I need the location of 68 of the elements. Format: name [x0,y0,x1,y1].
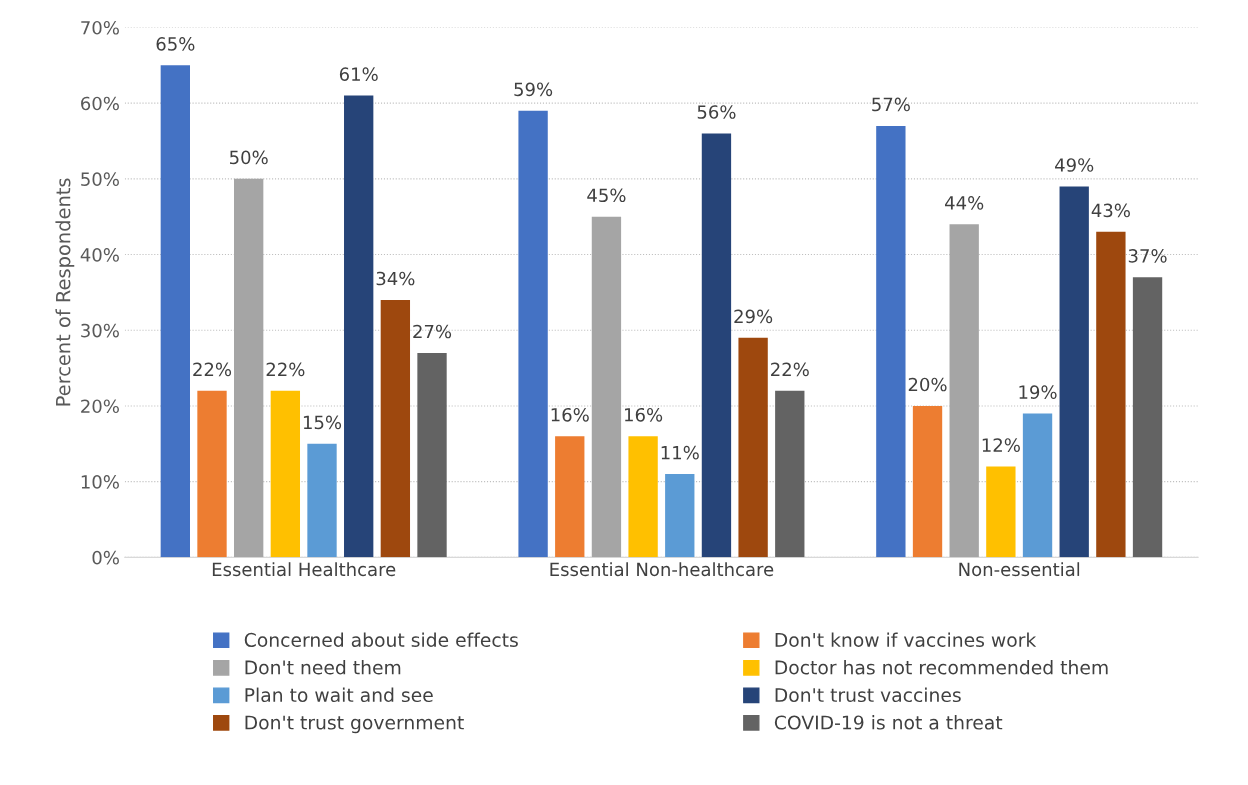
data-label: 15% [303,415,342,430]
data-label: 22% [193,362,232,377]
bar [949,224,979,558]
data-label: 43% [1091,203,1130,218]
data-label: 16% [625,407,663,422]
bar [701,133,732,558]
legend-label: Concerned about side effects [244,632,518,648]
bar [1096,231,1126,558]
data-label: 37% [1128,249,1167,263]
legend-label: Doctor has not recommended them [775,660,1108,675]
bar [307,443,337,558]
bar [380,299,411,558]
y-tick-label: 30% [81,323,119,338]
data-label: 22% [771,362,809,377]
data-label: 49% [1055,158,1094,172]
bar [628,436,658,558]
bar [270,390,301,558]
bar [197,390,227,558]
legend-label: Don't need them [245,660,401,675]
data-label: 45% [587,188,626,203]
bar [344,95,374,558]
data-label: 20% [908,377,947,392]
data-label: 59% [514,82,553,97]
data-label: 22% [266,362,305,377]
data-label: 56% [697,105,736,119]
data-label: 16% [551,407,589,422]
bar [1059,186,1089,558]
bar [1132,277,1163,558]
y-tick-label: 20% [81,399,119,414]
data-label: 50% [230,150,268,165]
legend-label: Don't know if vaccines work [775,632,1037,648]
x-tick-label: Essential Healthcare [212,562,396,577]
y-tick-label: 70% [81,20,119,35]
data-label: 34% [376,271,415,286]
bar [738,337,768,558]
data-label: 65% [156,37,195,51]
bar [234,178,264,558]
bar [160,65,190,558]
bar [912,405,943,558]
bar [986,466,1016,558]
y-tick-label: 10% [81,475,119,489]
data-label: 11% [661,445,699,460]
bar [417,352,447,558]
data-label: 29% [734,309,773,324]
bar [775,390,805,558]
legend-label: Plan to wait and see [245,687,433,703]
bar [665,474,695,558]
y-tick-label: 40% [80,248,119,262]
bar [1022,413,1053,558]
legend-label: COVID-19 is not a threat [774,715,1003,730]
legend-label: Don't trust vaccines [775,687,961,703]
y-tick-label: 50% [81,172,119,186]
data-label: 57% [872,97,910,112]
y-tick-label: 0% [92,550,119,565]
data-label: 44% [945,196,984,210]
bar [876,125,906,558]
y-axis-title: Percent of Respondents [55,178,75,406]
bar [518,110,548,558]
x-tick-label: Essential Non-healthcare [550,562,774,577]
legend-label: Don't trust government [245,715,464,734]
data-label: 19% [1019,385,1057,399]
data-label: 27% [413,324,452,339]
data-label: 61% [339,67,378,81]
bar [555,436,585,558]
bar [591,216,622,558]
x-tick-label: Non-essential [959,562,1080,577]
y-tick-label: 60% [81,96,119,111]
data-label: 12% [982,438,1020,452]
